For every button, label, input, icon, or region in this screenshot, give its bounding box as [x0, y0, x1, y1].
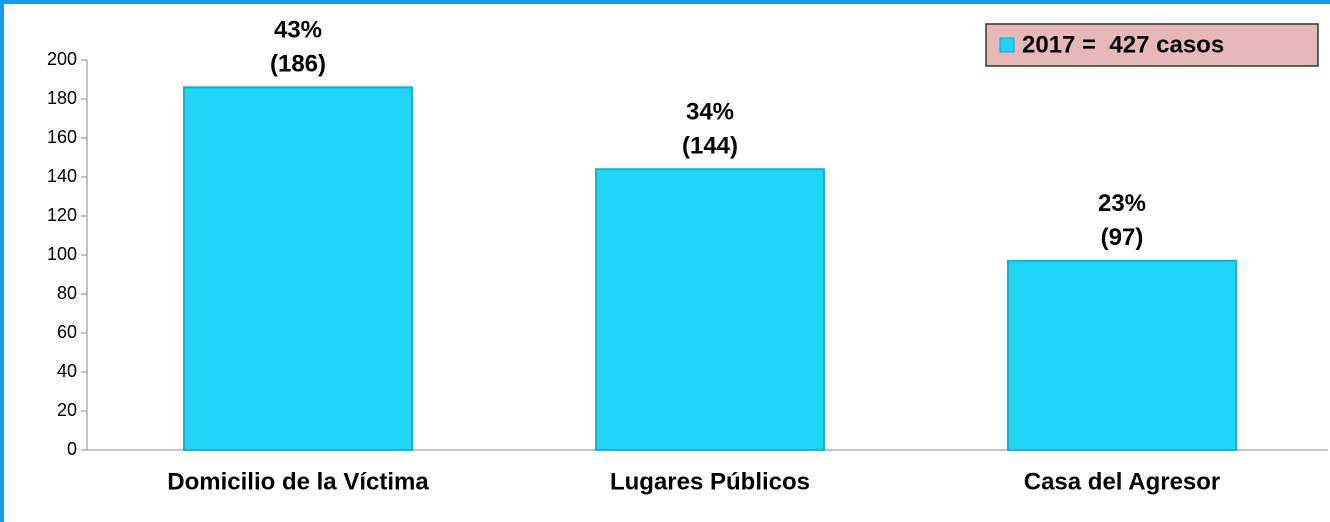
value-label: (186) — [270, 51, 326, 78]
legend-label: 2017 = 427 casos — [1022, 31, 1224, 58]
legend-box — [985, 23, 1319, 67]
bar — [1007, 259, 1237, 451]
y-tick-label: 80 — [57, 283, 77, 303]
legend-marker — [999, 37, 1015, 53]
y-tick-label: 20 — [57, 400, 77, 420]
bar — [183, 86, 413, 452]
bar — [595, 168, 825, 451]
x-tick-label: Lugares Públicos — [610, 468, 810, 495]
y-tick-label: 120 — [47, 205, 77, 225]
value-label: (144) — [682, 133, 738, 160]
percentage-label: 43% — [274, 17, 322, 44]
y-tick-label: 40 — [57, 361, 77, 381]
x-tick-label: Domicilio de la Víctima — [167, 468, 429, 495]
y-tick-label: 0 — [67, 439, 77, 459]
y-tick-label: 60 — [57, 322, 77, 342]
y-tick-label: 140 — [47, 166, 77, 186]
x-tick-label: Casa del Agresor — [1024, 468, 1221, 495]
y-tick-label: 200 — [47, 49, 77, 69]
percentage-label: 34% — [686, 99, 734, 126]
percentage-label: 23% — [1098, 190, 1146, 217]
y-tick-label: 160 — [47, 127, 77, 147]
value-label: (97) — [1101, 224, 1144, 251]
y-tick-label: 180 — [47, 88, 77, 108]
y-tick-label: 100 — [47, 244, 77, 264]
